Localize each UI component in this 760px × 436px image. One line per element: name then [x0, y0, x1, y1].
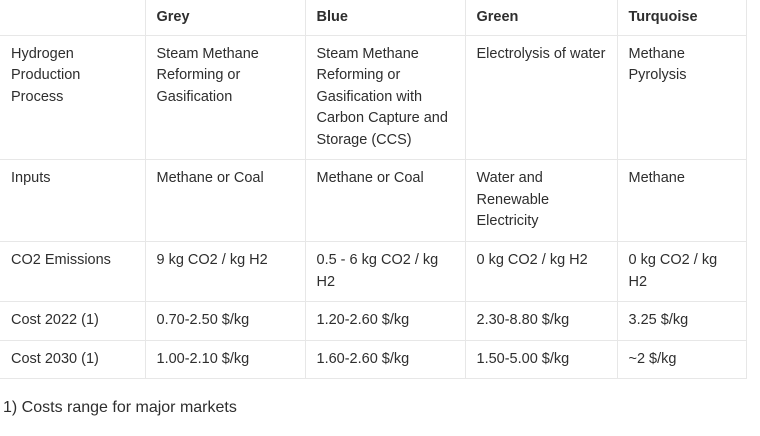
table-cell: Electrolysis of water [464, 34, 618, 160]
table-cell: 2.30-8.80 $/kg [464, 301, 618, 341]
table-row: Hydrogen Production Process Steam Methan… [0, 34, 747, 160]
hydrogen-comparison-table: Grey Blue Green Turquoise Hydrogen Produ… [0, 0, 747, 379]
table-cell: Steam Methane Reforming or Gasification … [304, 34, 466, 160]
table-row: Inputs Methane or Coal Methane or Coal W… [0, 159, 747, 242]
table-row: CO2 Emissions 9 kg CO2 / kg H2 0.5 - 6 k… [0, 241, 747, 302]
table-cell: Steam Methane Reforming or Gasification [144, 34, 306, 160]
header-cell: Green [464, 0, 618, 36]
table-cell: 1.00-2.10 $/kg [144, 339, 306, 379]
footnote: 1) Costs range for major markets [3, 399, 237, 416]
table-cell: 0.5 - 6 kg CO2 / kg H2 [304, 241, 466, 302]
header-cell [0, 0, 146, 36]
table-cell: Methane or Coal [304, 159, 466, 242]
table-row: Cost 2022 (1) 0.70-2.50 $/kg 1.20-2.60 $… [0, 301, 747, 341]
table-row: Cost 2030 (1) 1.00-2.10 $/kg 1.60-2.60 $… [0, 339, 747, 379]
table-cell: 1.50-5.00 $/kg [464, 339, 618, 379]
table-cell: 0.70-2.50 $/kg [144, 301, 306, 341]
table-cell: 1.60-2.60 $/kg [304, 339, 466, 379]
header-cell: Blue [304, 0, 466, 36]
table-cell: 0 kg CO2 / kg H2 [616, 241, 747, 302]
table-cell: Inputs [0, 159, 146, 242]
table-cell: Water and Renewable Electricity [464, 159, 618, 242]
table-cell: 0 kg CO2 / kg H2 [464, 241, 618, 302]
table-cell: ~2 $/kg [616, 339, 747, 379]
table-cell: 9 kg CO2 / kg H2 [144, 241, 306, 302]
header-row: Grey Blue Green Turquoise [0, 0, 747, 36]
table-cell: Methane Pyrolysis [616, 34, 747, 160]
header-cell: Grey [144, 0, 306, 36]
table-cell: Methane or Coal [144, 159, 306, 242]
table-cell: Methane [616, 159, 747, 242]
table-cell: 3.25 $/kg [616, 301, 747, 341]
table-cell: CO2 Emissions [0, 241, 146, 302]
table-cell: Hydrogen Production Process [0, 34, 146, 160]
table-cell: Cost 2022 (1) [0, 301, 146, 341]
header-cell: Turquoise [616, 0, 747, 36]
table-cell: Cost 2030 (1) [0, 339, 146, 379]
table-cell: 1.20-2.60 $/kg [304, 301, 466, 341]
